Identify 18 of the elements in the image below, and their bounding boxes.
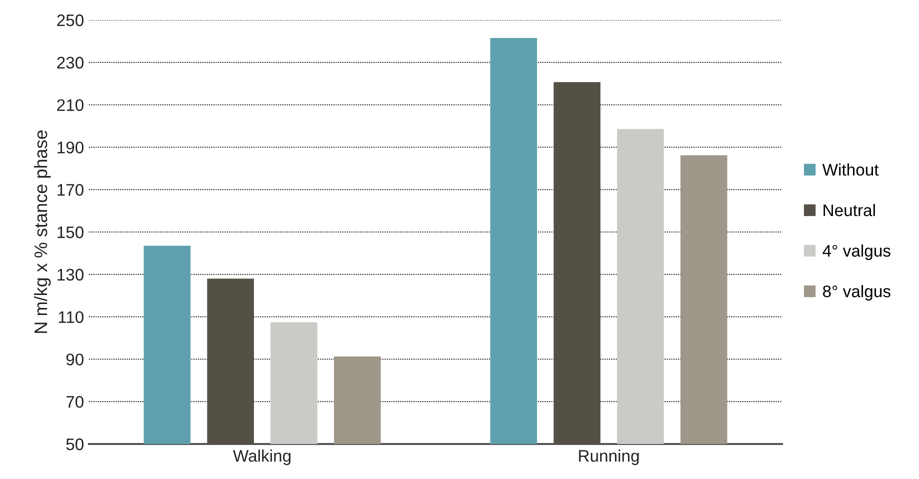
y-tick-label: 230 xyxy=(57,56,84,69)
y-tick-label: 250 xyxy=(57,14,84,26)
y-tick-label: 50 xyxy=(66,438,84,450)
legend-label: Neutral xyxy=(824,204,875,216)
y-tick-label: 210 xyxy=(57,99,84,112)
legend-label: 8° valgus xyxy=(822,285,890,301)
y-tick-label: 150 xyxy=(58,226,84,238)
y-tick-label: 110 xyxy=(58,311,84,324)
y-tick-label: 130 xyxy=(58,268,84,281)
y-tick-label: 190 xyxy=(58,142,84,154)
y-axis-title: N m/kg x % stance phase xyxy=(34,130,51,333)
legend-label: 4° valgus xyxy=(822,244,890,260)
x-tick-label: Running xyxy=(579,450,639,466)
legend-label: Without xyxy=(822,163,879,176)
y-tick-label: 170 xyxy=(58,184,84,196)
x-tick-label: Walking xyxy=(232,450,291,466)
y-tick-label: 70 xyxy=(66,396,84,408)
y-tick-label: 90 xyxy=(66,354,84,366)
